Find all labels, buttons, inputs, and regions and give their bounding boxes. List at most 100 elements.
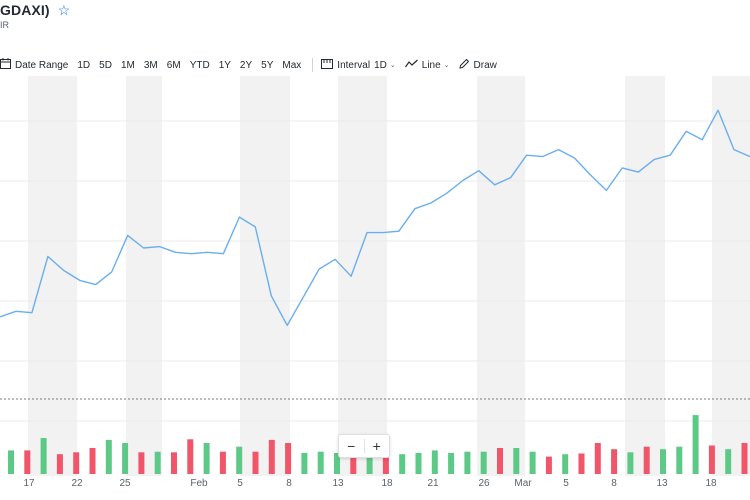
volume-bar [464,451,471,474]
x-tick-label: 25 [119,478,131,489]
volume-bar [611,449,618,474]
date-band [28,76,77,476]
volume-bar [415,452,422,474]
chart-toolbar: Date Range 1D 5D 1M 3M 6M YTD 1Y 2Y 5Y M… [0,56,506,74]
volume-bar [399,454,406,474]
volume-bar [285,443,292,474]
x-tick-label: 8 [611,478,617,489]
date-band [240,76,290,476]
volume-bar [382,451,389,474]
interval-dropdown[interactable]: Interval 1D ⌄ [321,58,396,72]
volume-bar [236,446,243,474]
star-outline-icon[interactable]: ☆ [57,1,71,18]
date-band [625,76,665,476]
x-axis: 17 22 25 Feb 5 8 13 18 21 26 Mar 5 8 13 18 [0,478,750,494]
x-tick-label: 18 [705,478,717,489]
price-line [0,109,750,327]
range-ytd[interactable]: YTD [189,59,210,71]
chevron-down-icon: ⌄ [443,62,450,69]
x-tick-label: 13 [332,478,344,489]
volume-bar [448,452,455,474]
volume-bar [219,451,226,474]
volume-bar [643,446,650,474]
range-3m[interactable]: 3M [143,59,158,71]
range-2y[interactable]: 2Y [239,59,253,71]
volume-bar [334,452,340,474]
volume-bar [203,443,210,474]
range-5y[interactable]: 5Y [261,59,274,71]
volume-bar [497,448,503,474]
grid-lines [0,120,750,422]
quote-title: GDAXI) [0,2,50,18]
x-tick-label: 17 [23,478,35,489]
volume-bar [8,450,14,474]
chart-type-dropdown[interactable]: Line ⌄ [404,59,450,71]
x-tick-label: Feb [190,478,208,489]
draw-label: Draw [473,59,497,71]
volume-bar [545,456,552,474]
volume-bar [56,454,63,474]
volume-bar [529,451,536,474]
date-band [126,76,162,476]
volume-bar [627,452,634,474]
range-5d[interactable]: 5D [99,59,112,71]
volume-bar [122,443,129,474]
title-row: GDAXI) ☆ [0,0,70,20]
volume-bar [594,443,601,474]
date-band [712,76,750,476]
volume-bar [105,439,112,474]
volume-bar [73,452,80,474]
chevron-down-icon: ⌄ [389,62,396,69]
volume-bar [187,439,194,474]
date-bands [28,76,750,476]
volume-bar [268,439,275,474]
date-range-label: Date Range [15,59,69,71]
range-1m[interactable]: 1M [120,59,135,71]
x-tick-label: 21 [427,478,439,489]
x-tick-label: 22 [71,478,83,489]
toolbar-divider [312,58,314,72]
price-chart[interactable] [0,76,750,476]
x-tick-label: 5 [237,478,243,489]
interval-label: Interval [337,59,371,71]
range-max[interactable]: Max [282,59,302,71]
volume-bar [301,452,308,474]
zoom-in-button[interactable]: + [372,438,381,454]
volume-bar [317,451,324,474]
volume-bar [513,448,520,474]
zoom-out-button[interactable]: − [347,438,356,454]
zoom-controls: − + [338,434,390,458]
volume-bar [660,449,666,474]
line-chart-icon [404,59,418,71]
interval-value: 1D [374,59,387,71]
volume-bar [40,438,47,474]
x-tick-label: 5 [563,478,569,489]
date-range-button[interactable]: Date Range [0,58,68,72]
date-band [338,76,387,476]
chart-type-label: Line [421,59,441,71]
range-1d[interactable]: 1D [77,59,91,71]
volume-bar [725,449,732,474]
date-band [477,76,525,476]
volume-bar [562,454,569,474]
volume-bar [24,450,31,474]
volume-bar [138,452,145,474]
volume-bar [171,452,177,474]
x-tick-label: 13 [656,478,668,489]
draw-button[interactable]: Draw [458,58,497,72]
x-tick-label: 18 [381,478,393,489]
currency-note: IR [0,20,9,30]
volume-bar [350,448,357,474]
volume-bar [578,453,585,474]
range-6m[interactable]: 6M [166,59,181,71]
interval-icon [321,58,334,72]
pencil-icon [458,58,470,72]
volume-bar [708,445,715,474]
volume-bar [741,443,748,474]
range-1y[interactable]: 1Y [218,59,231,71]
x-tick-label: 26 [478,478,490,489]
volume-bar [252,451,259,474]
x-tick-label: 8 [286,478,292,489]
volume-bar [692,415,699,474]
zoom-divider [363,439,365,453]
